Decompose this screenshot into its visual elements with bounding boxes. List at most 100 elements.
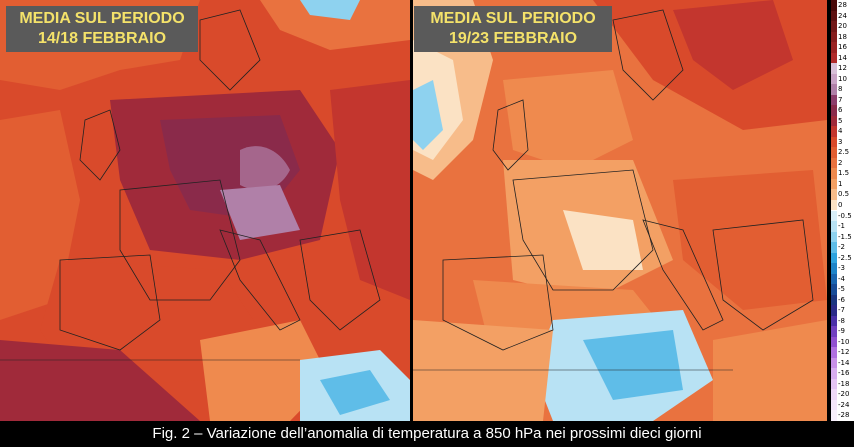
legend-entry: -8 (831, 315, 854, 327)
legend-entry: -1 (831, 221, 854, 232)
legend-label: 4 (838, 127, 843, 136)
legend-entry: -6 (831, 294, 854, 306)
legend-swatch (831, 73, 837, 85)
legend-entry: 12 (831, 63, 854, 74)
legend-entry: -7 (831, 305, 854, 316)
legend-entry: 0.5 (831, 189, 854, 200)
legend-entry: 20 (831, 21, 854, 32)
legend-entry: 1.5 (831, 168, 854, 179)
legend-entry: 2.5 (831, 147, 854, 158)
color-scale-legend: 28 24 20 18 16 14 12 10 8 7 6 5 4 3 2.5 2 1.5 1 0.5 0 -0.5 -1… (831, 0, 854, 421)
legend-entry: 3 (831, 136, 854, 148)
legend-entry: -24 (831, 399, 854, 411)
legend-label: 1 (838, 179, 843, 188)
legend-swatch (831, 336, 837, 348)
legend-entry: 7 (831, 94, 854, 106)
legend-label: 0.5 (838, 190, 850, 199)
legend-swatch (831, 199, 837, 211)
legend-label: 1.5 (838, 169, 850, 178)
legend-entry: 10 (831, 73, 854, 85)
legend-swatch (831, 242, 837, 253)
legend-label: -5 (838, 285, 845, 294)
legend-label: 5 (838, 116, 843, 125)
legend-label: -1 (838, 222, 845, 231)
legend-label: 8 (838, 85, 843, 94)
legend-label: -2.5 (838, 253, 852, 262)
figure-caption: Fig. 2 – Variazione dell’anomalia di tem… (0, 421, 854, 447)
legend-label: -0.5 (838, 211, 852, 220)
legend-swatch (831, 389, 837, 400)
legend-swatch (831, 357, 837, 369)
legend-entry: -2.5 (831, 252, 854, 264)
legend-swatch (831, 178, 837, 190)
legend-entry: -28 (831, 410, 854, 421)
anomaly-map-left-graphic (0, 0, 410, 421)
legend-entry: -1.5 (831, 231, 854, 243)
legend-swatch (831, 189, 837, 200)
legend-swatch (831, 105, 837, 116)
anomaly-map-right-graphic (413, 0, 827, 421)
legend-entry: -5 (831, 284, 854, 295)
legend-label: -8 (838, 316, 845, 325)
legend-label: -24 (838, 400, 850, 409)
legend-entry: 18 (831, 31, 854, 43)
legend-label: 6 (838, 106, 843, 115)
legend-swatch (831, 315, 837, 327)
panel-title-left-line1: MEDIA SUL PERIODO (19, 10, 185, 27)
legend-swatch (831, 136, 837, 148)
legend-swatch (831, 378, 837, 390)
legend-label: -3 (838, 264, 845, 273)
legend-swatch (831, 63, 837, 74)
legend-label: -20 (838, 390, 850, 399)
legend-swatch (831, 273, 837, 285)
legend-label: 14 (838, 53, 847, 62)
legend-swatch (831, 21, 837, 32)
legend-entry: -16 (831, 368, 854, 379)
legend-swatch (831, 263, 837, 274)
legend-entry: -3 (831, 263, 854, 274)
legend-swatch (831, 210, 837, 222)
legend-swatch (831, 84, 837, 95)
legend-label: -2 (838, 243, 845, 252)
legend-label: 16 (838, 43, 847, 52)
legend-swatch (831, 294, 837, 306)
legend-entry: -20 (831, 389, 854, 400)
legend-label: 7 (838, 95, 843, 104)
legend-label: 3 (838, 137, 843, 146)
legend-entry: 28 (831, 0, 854, 11)
legend-entry: 14 (831, 52, 854, 64)
anomaly-map-14-18-february (0, 0, 410, 421)
panel-title-left: MEDIA SUL PERIODO 14/18 FEBBRAIO (6, 6, 198, 52)
legend-label: 12 (838, 64, 847, 73)
legend-swatch (831, 31, 837, 43)
legend-swatch (831, 399, 837, 411)
panel-title-right: MEDIA SUL PERIODO 19/23 FEBBRAIO (414, 6, 612, 52)
legend-swatch (831, 347, 837, 358)
legend-swatch (831, 221, 837, 232)
legend-label: -10 (838, 337, 850, 346)
legend-label: -9 (838, 327, 845, 336)
legend-label: 0 (838, 200, 843, 209)
legend-entry: -12 (831, 347, 854, 358)
legend-swatch (831, 305, 837, 316)
legend-entry: 4 (831, 126, 854, 137)
legend-swatch (831, 0, 837, 11)
legend-swatch (831, 168, 837, 179)
legend-entry: 0 (831, 199, 854, 211)
legend-entry: 2 (831, 157, 854, 169)
legend-label: -6 (838, 295, 845, 304)
legend-swatch (831, 326, 837, 337)
legend-label: -16 (838, 369, 850, 378)
legend-label: -4 (838, 274, 845, 283)
legend-label: -14 (838, 358, 850, 367)
legend-swatch (831, 284, 837, 295)
legend-swatch (831, 157, 837, 169)
legend-swatch (831, 42, 837, 53)
legend-entry: -2 (831, 242, 854, 253)
legend-entry: 16 (831, 42, 854, 53)
legend-label: -12 (838, 348, 850, 357)
legend-swatch (831, 252, 837, 264)
panel-title-right-line1: MEDIA SUL PERIODO (430, 10, 596, 27)
legend-label: 24 (838, 11, 847, 20)
legend-entry: -0.5 (831, 210, 854, 222)
